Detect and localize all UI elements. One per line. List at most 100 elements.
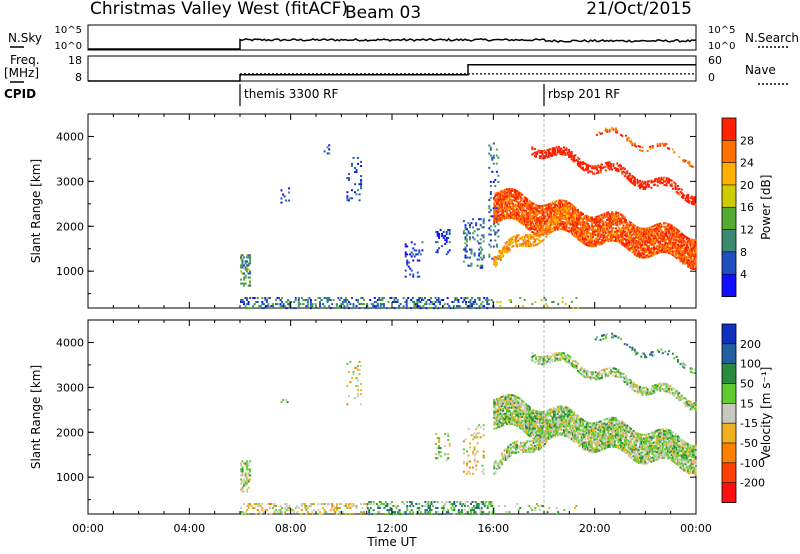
data-cell <box>682 242 685 245</box>
data-cell <box>472 226 475 229</box>
data-cell <box>575 419 578 422</box>
data-cell <box>525 218 527 221</box>
data-cell <box>540 215 543 218</box>
data-cell <box>692 267 695 270</box>
data-cell <box>473 254 476 257</box>
data-cell <box>427 299 429 301</box>
data-cell <box>527 219 530 221</box>
data-cell <box>677 188 679 191</box>
data-cell <box>511 238 514 241</box>
data-cell <box>521 403 524 406</box>
data-cell <box>494 418 497 421</box>
data-cell <box>592 232 595 235</box>
data-cell <box>246 260 249 263</box>
data-cell <box>241 258 244 261</box>
data-cell <box>349 381 352 384</box>
data-cell <box>494 423 497 426</box>
data-cell <box>693 201 696 204</box>
data-cell <box>585 244 588 246</box>
data-cell <box>541 217 544 220</box>
nsky-tick-high: 10^5 <box>55 25 82 36</box>
data-cell <box>516 218 519 221</box>
data-cell <box>622 242 625 245</box>
data-cell <box>465 297 467 299</box>
data-cell <box>517 239 520 242</box>
data-cell <box>680 195 683 198</box>
data-cell <box>509 216 512 219</box>
data-cell <box>525 197 527 200</box>
data-cell <box>377 505 380 507</box>
data-cell <box>573 205 576 208</box>
data-cell <box>512 403 515 406</box>
data-cell <box>508 299 511 301</box>
data-cell <box>499 253 502 256</box>
data-cell <box>485 501 488 503</box>
data-cell <box>502 418 505 421</box>
data-cell <box>395 505 398 507</box>
data-cell <box>512 204 515 207</box>
data-cell <box>523 197 526 200</box>
data-cell <box>594 219 597 222</box>
data-cell <box>642 249 645 252</box>
data-cell <box>687 257 690 260</box>
data-cell <box>265 509 268 512</box>
data-cell <box>497 505 500 507</box>
data-cell <box>554 224 557 227</box>
data-cell <box>466 450 468 453</box>
data-cell <box>495 220 498 223</box>
data-cell <box>669 250 672 253</box>
data-cell <box>469 264 471 267</box>
data-cell <box>565 225 568 228</box>
data-cell <box>557 219 560 222</box>
data-cell <box>537 228 540 231</box>
data-cell <box>241 474 244 477</box>
data-cell <box>344 299 347 301</box>
data-cell <box>674 254 677 257</box>
data-cell <box>579 230 582 233</box>
data-cell <box>533 155 536 158</box>
data-cell <box>622 231 625 234</box>
data-cell <box>554 209 557 212</box>
data-cell <box>511 421 514 424</box>
data-cell <box>271 303 274 306</box>
data-cell <box>669 225 672 228</box>
data-cell <box>569 213 572 216</box>
data-cell <box>469 307 472 310</box>
data-cell <box>536 224 539 227</box>
data-cell <box>633 250 636 252</box>
data-cell <box>247 513 250 516</box>
data-cell <box>651 230 654 233</box>
data-cell <box>545 421 548 423</box>
data-cell <box>268 513 271 516</box>
data-cell <box>424 509 427 512</box>
data-cell <box>592 234 595 237</box>
data-cell <box>650 186 653 189</box>
data-cell <box>602 222 605 225</box>
data-cell <box>499 192 502 195</box>
data-cell <box>240 482 242 485</box>
data-cell <box>503 215 506 218</box>
data-cell <box>533 416 536 419</box>
data-cell <box>429 507 431 509</box>
cpid-segment-label: themis 3300 RF <box>244 87 338 101</box>
data-cell <box>622 244 625 247</box>
data-cell <box>528 237 531 240</box>
data-cell <box>533 209 536 211</box>
data-cell <box>341 301 344 303</box>
data-cell <box>627 239 630 242</box>
data-cell <box>343 307 346 310</box>
data-cell <box>578 238 581 241</box>
data-cell <box>655 225 658 228</box>
data-cell <box>688 164 691 167</box>
data-cell <box>649 248 652 251</box>
data-cell <box>574 226 577 229</box>
data-cell <box>503 418 506 421</box>
data-cell <box>585 238 588 241</box>
data-cell <box>523 403 526 406</box>
data-cell <box>601 242 603 245</box>
data-cell <box>546 219 549 222</box>
data-cell <box>575 422 578 425</box>
data-cell <box>663 249 666 252</box>
data-cell <box>656 184 659 187</box>
data-cell <box>609 214 612 217</box>
